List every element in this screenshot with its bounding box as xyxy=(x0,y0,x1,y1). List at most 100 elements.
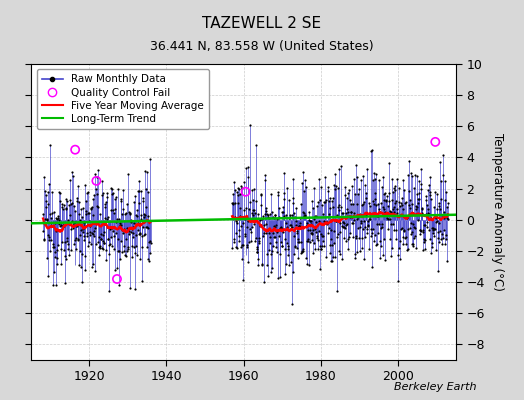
Point xyxy=(269,223,278,229)
Point xyxy=(405,188,413,194)
Point xyxy=(354,225,363,231)
Point xyxy=(400,235,409,242)
Point xyxy=(247,217,255,223)
Point xyxy=(106,185,115,192)
Point xyxy=(408,229,417,236)
Point xyxy=(417,228,425,234)
Point xyxy=(92,186,100,192)
Point xyxy=(431,139,440,145)
Point xyxy=(286,222,294,229)
Point xyxy=(372,242,380,248)
Point xyxy=(413,204,421,210)
Point xyxy=(442,257,451,264)
Point xyxy=(90,228,99,234)
Point xyxy=(425,174,434,180)
Point xyxy=(131,286,139,293)
Point xyxy=(398,202,407,208)
Point xyxy=(307,230,315,236)
Point xyxy=(416,231,424,237)
Point xyxy=(146,238,155,244)
Point xyxy=(315,218,323,224)
Point xyxy=(358,234,366,241)
Point xyxy=(108,186,116,192)
Point xyxy=(305,209,313,216)
Point xyxy=(63,246,72,252)
Point xyxy=(275,214,283,220)
Point xyxy=(414,178,423,184)
Point xyxy=(64,221,73,228)
Point xyxy=(254,261,263,268)
Point xyxy=(417,166,425,172)
Point xyxy=(237,222,245,229)
Point xyxy=(399,206,407,212)
Point xyxy=(428,240,436,247)
Point xyxy=(53,255,61,262)
Point xyxy=(291,243,299,250)
Point xyxy=(43,189,52,196)
Point xyxy=(84,209,93,216)
Point xyxy=(135,231,143,237)
Point xyxy=(79,205,87,211)
Point xyxy=(386,208,395,215)
Point xyxy=(340,224,348,230)
Point xyxy=(313,203,321,209)
Point xyxy=(125,231,134,238)
Point xyxy=(366,148,375,154)
Point xyxy=(390,227,398,234)
Point xyxy=(271,212,279,218)
Point xyxy=(383,210,391,216)
Point xyxy=(41,216,49,222)
Point xyxy=(134,187,143,194)
Point xyxy=(347,209,355,216)
Point xyxy=(421,193,430,200)
Point xyxy=(52,282,60,288)
Point xyxy=(140,232,148,238)
Point xyxy=(406,225,414,232)
Point xyxy=(95,252,103,258)
Point xyxy=(275,233,283,240)
Point xyxy=(273,249,281,256)
Point xyxy=(298,208,307,215)
Point xyxy=(123,225,132,232)
Point xyxy=(376,238,384,244)
Point xyxy=(332,182,340,189)
Point xyxy=(336,251,345,258)
Point xyxy=(430,225,439,232)
Point xyxy=(271,234,280,240)
Point xyxy=(80,222,89,229)
Point xyxy=(89,231,97,238)
Point xyxy=(250,186,258,192)
Point xyxy=(99,190,107,196)
Point xyxy=(386,236,394,242)
Point xyxy=(91,225,99,231)
Point xyxy=(71,218,79,225)
Point xyxy=(255,235,263,241)
Point xyxy=(283,224,291,231)
Point xyxy=(334,204,342,210)
Point xyxy=(319,238,328,244)
Point xyxy=(45,181,53,188)
Point xyxy=(146,156,154,162)
Point xyxy=(228,200,236,206)
Point xyxy=(395,199,403,205)
Point xyxy=(72,223,80,230)
Point xyxy=(300,213,308,219)
Point xyxy=(324,230,332,236)
Point xyxy=(402,246,411,253)
Point xyxy=(86,222,94,229)
Point xyxy=(258,216,267,222)
Point xyxy=(48,223,56,229)
Point xyxy=(84,189,93,196)
Point xyxy=(333,184,342,191)
Point xyxy=(143,244,151,250)
Point xyxy=(400,226,408,233)
Point xyxy=(240,207,248,213)
Point xyxy=(290,251,298,257)
Point xyxy=(263,210,271,217)
Point xyxy=(271,244,280,250)
Point xyxy=(279,208,287,215)
Point xyxy=(421,237,429,243)
Point xyxy=(436,159,444,166)
Point xyxy=(427,215,435,222)
Point xyxy=(73,195,81,201)
